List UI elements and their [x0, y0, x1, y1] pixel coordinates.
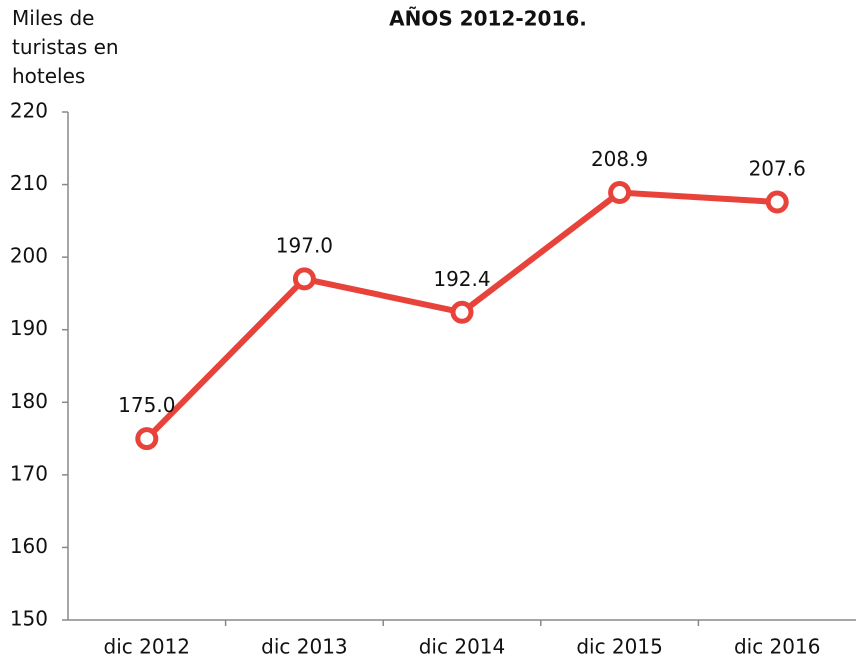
marker	[450, 300, 474, 324]
data-label: 197.0	[276, 233, 333, 257]
y-tick-label: 160	[10, 534, 48, 558]
data-label: 208.9	[591, 147, 648, 171]
x-tick-label: dic 2016	[734, 635, 821, 659]
data-label: 175.0	[118, 393, 175, 417]
marker	[765, 190, 789, 214]
y-tick-label: 170	[10, 461, 48, 485]
y-tick-label: 220	[10, 99, 48, 123]
x-tick-label: dic 2013	[261, 635, 348, 659]
x-tick-label: dic 2012	[104, 635, 191, 659]
y-tick-label: 150	[10, 607, 48, 631]
y-tick-label: 200	[10, 244, 48, 268]
x-tick-label: dic 2014	[419, 635, 506, 659]
data-label: 192.4	[433, 267, 490, 291]
x-tick-label: dic 2015	[576, 635, 663, 659]
y-tick-label: 210	[10, 171, 48, 195]
y-axis-label: Miles de turistas en hoteles	[12, 6, 119, 88]
marker	[608, 181, 632, 205]
y-tick-label: 180	[10, 389, 48, 413]
y-tick-label: 190	[10, 316, 48, 340]
marker	[292, 267, 316, 291]
marker	[135, 427, 159, 451]
data-label: 207.6	[749, 156, 806, 180]
chart-title: AÑOS 2012-2016.	[389, 7, 587, 31]
